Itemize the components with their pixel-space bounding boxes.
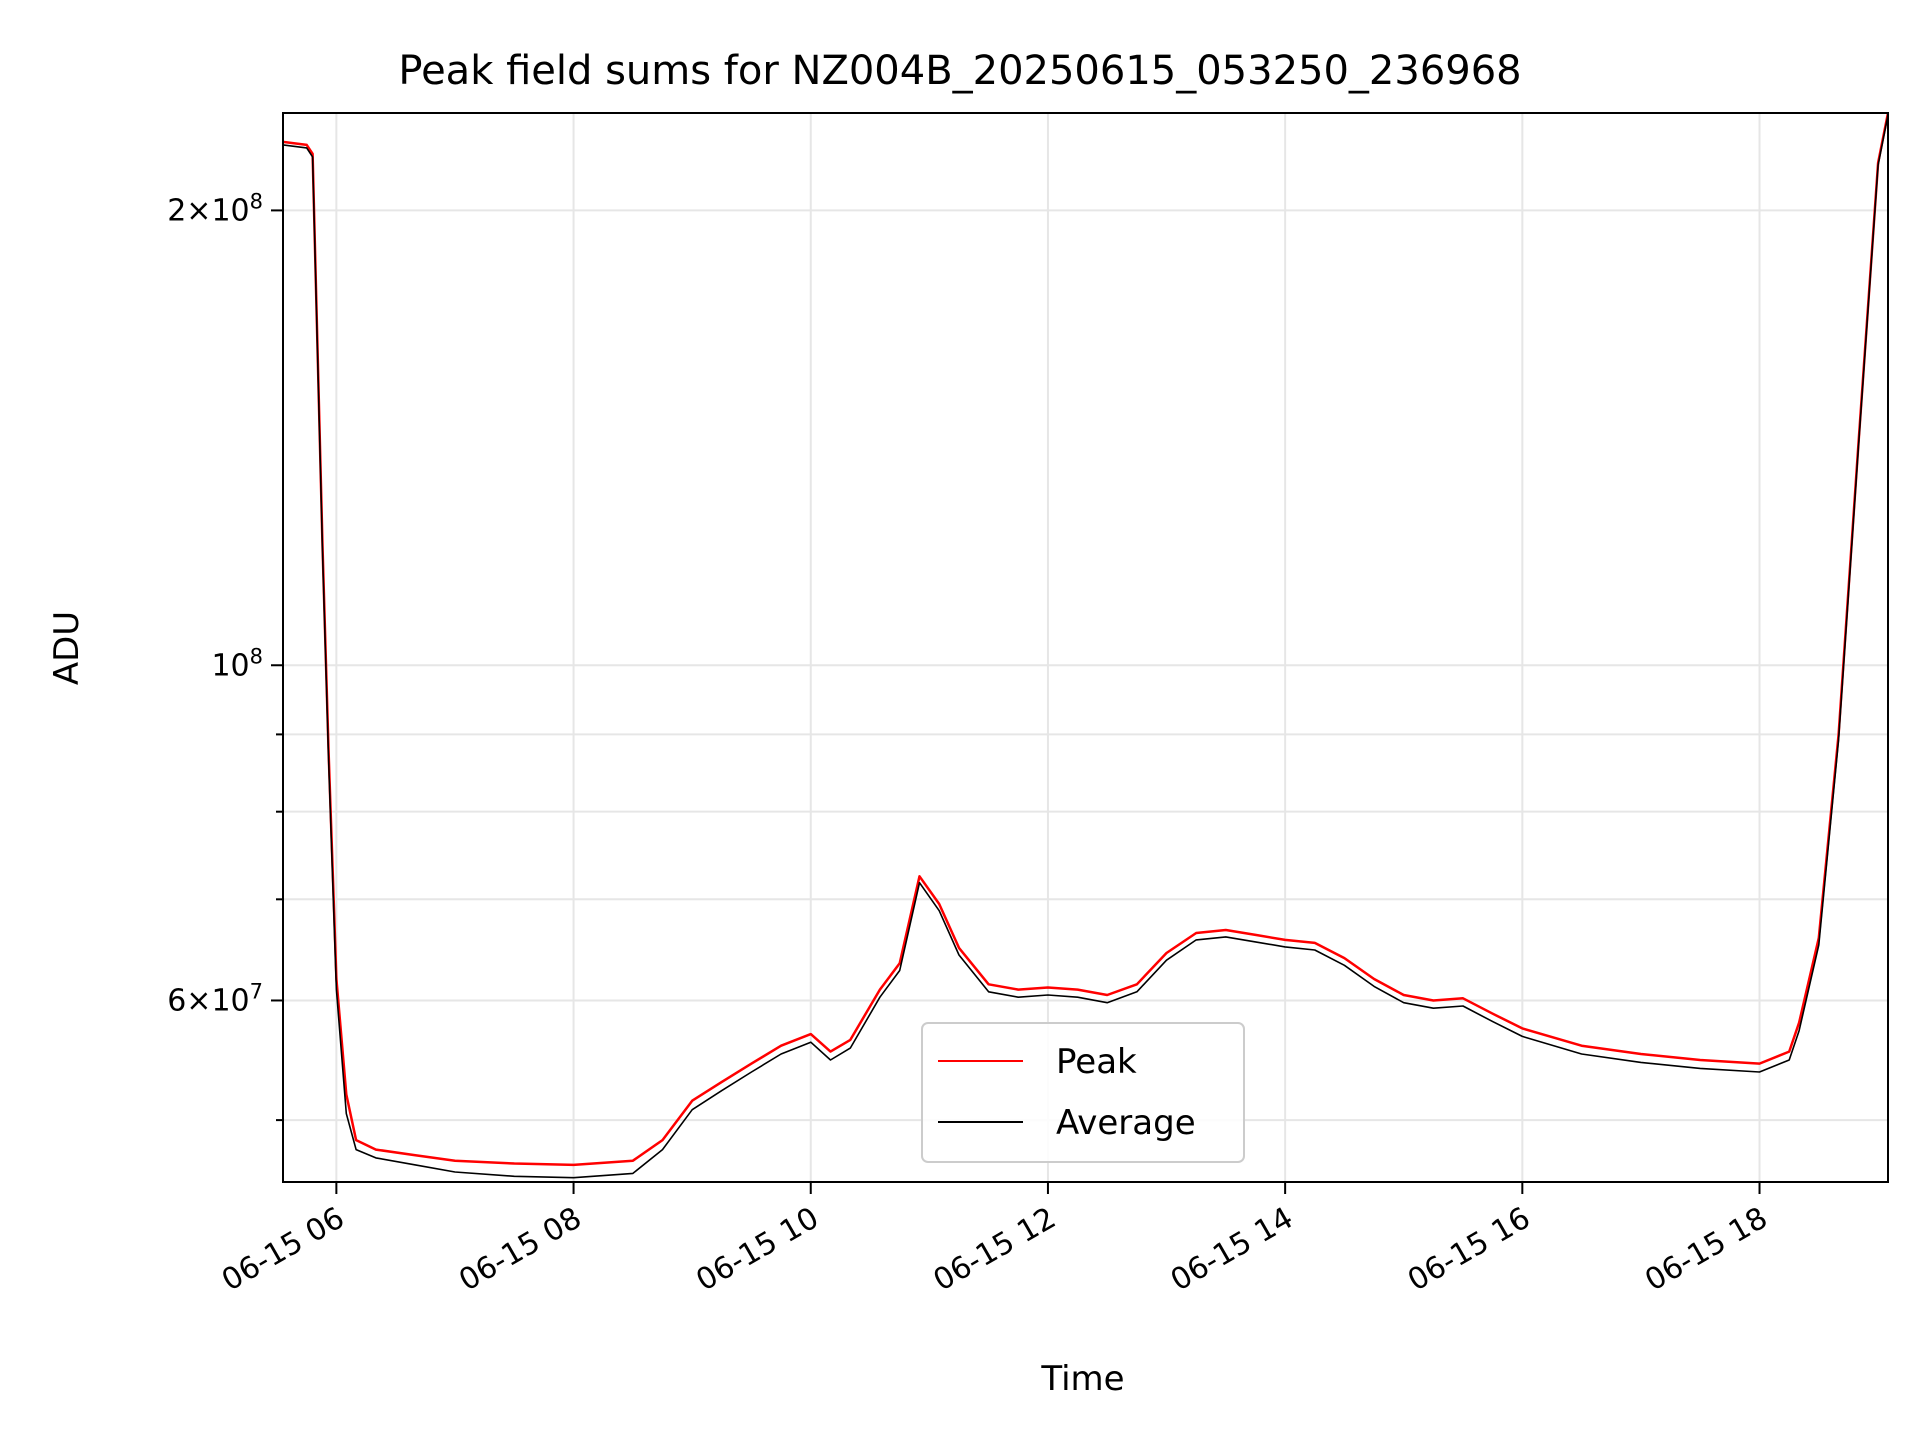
x-tick-label: 06-15 08 (453, 1201, 587, 1299)
chart-title: Peak field sums for NZ004B_20250615_0532… (398, 48, 1521, 94)
grid (283, 113, 1888, 1182)
legend: Peak Average (921, 1022, 1245, 1163)
y-axis-ticks: 6×107 108 2×108 (167, 189, 283, 1122)
x-tick-label: 06-15 18 (1639, 1201, 1773, 1299)
legend-label-average: Average (1056, 1103, 1196, 1143)
y-tick-label: 2×108 (167, 189, 263, 228)
series-line-peak (283, 113, 1888, 1167)
plot-frame (282, 112, 1889, 1183)
x-tick-label: 06-15 12 (928, 1201, 1062, 1299)
x-tick-label: 06-15 14 (1165, 1201, 1299, 1299)
legend-box (921, 1022, 1245, 1163)
y-tick-label: 108 (211, 644, 263, 683)
y-tick-label: 6×107 (167, 979, 263, 1018)
x-axis-label: Time (1040, 1359, 1124, 1399)
series-line-average (283, 114, 1888, 1179)
x-tick-label: 06-15 06 (216, 1201, 350, 1299)
x-tick-label: 06-15 16 (1402, 1201, 1536, 1299)
legend-label-peak: Peak (1056, 1042, 1137, 1082)
y-axis-label: ADU (47, 611, 87, 685)
series-lines (283, 113, 1888, 1179)
x-tick-label: 06-15 10 (690, 1201, 824, 1299)
x-axis-ticks: 06-15 06 06-15 08 06-15 10 06-15 12 06-15 14… (216, 1182, 1774, 1299)
